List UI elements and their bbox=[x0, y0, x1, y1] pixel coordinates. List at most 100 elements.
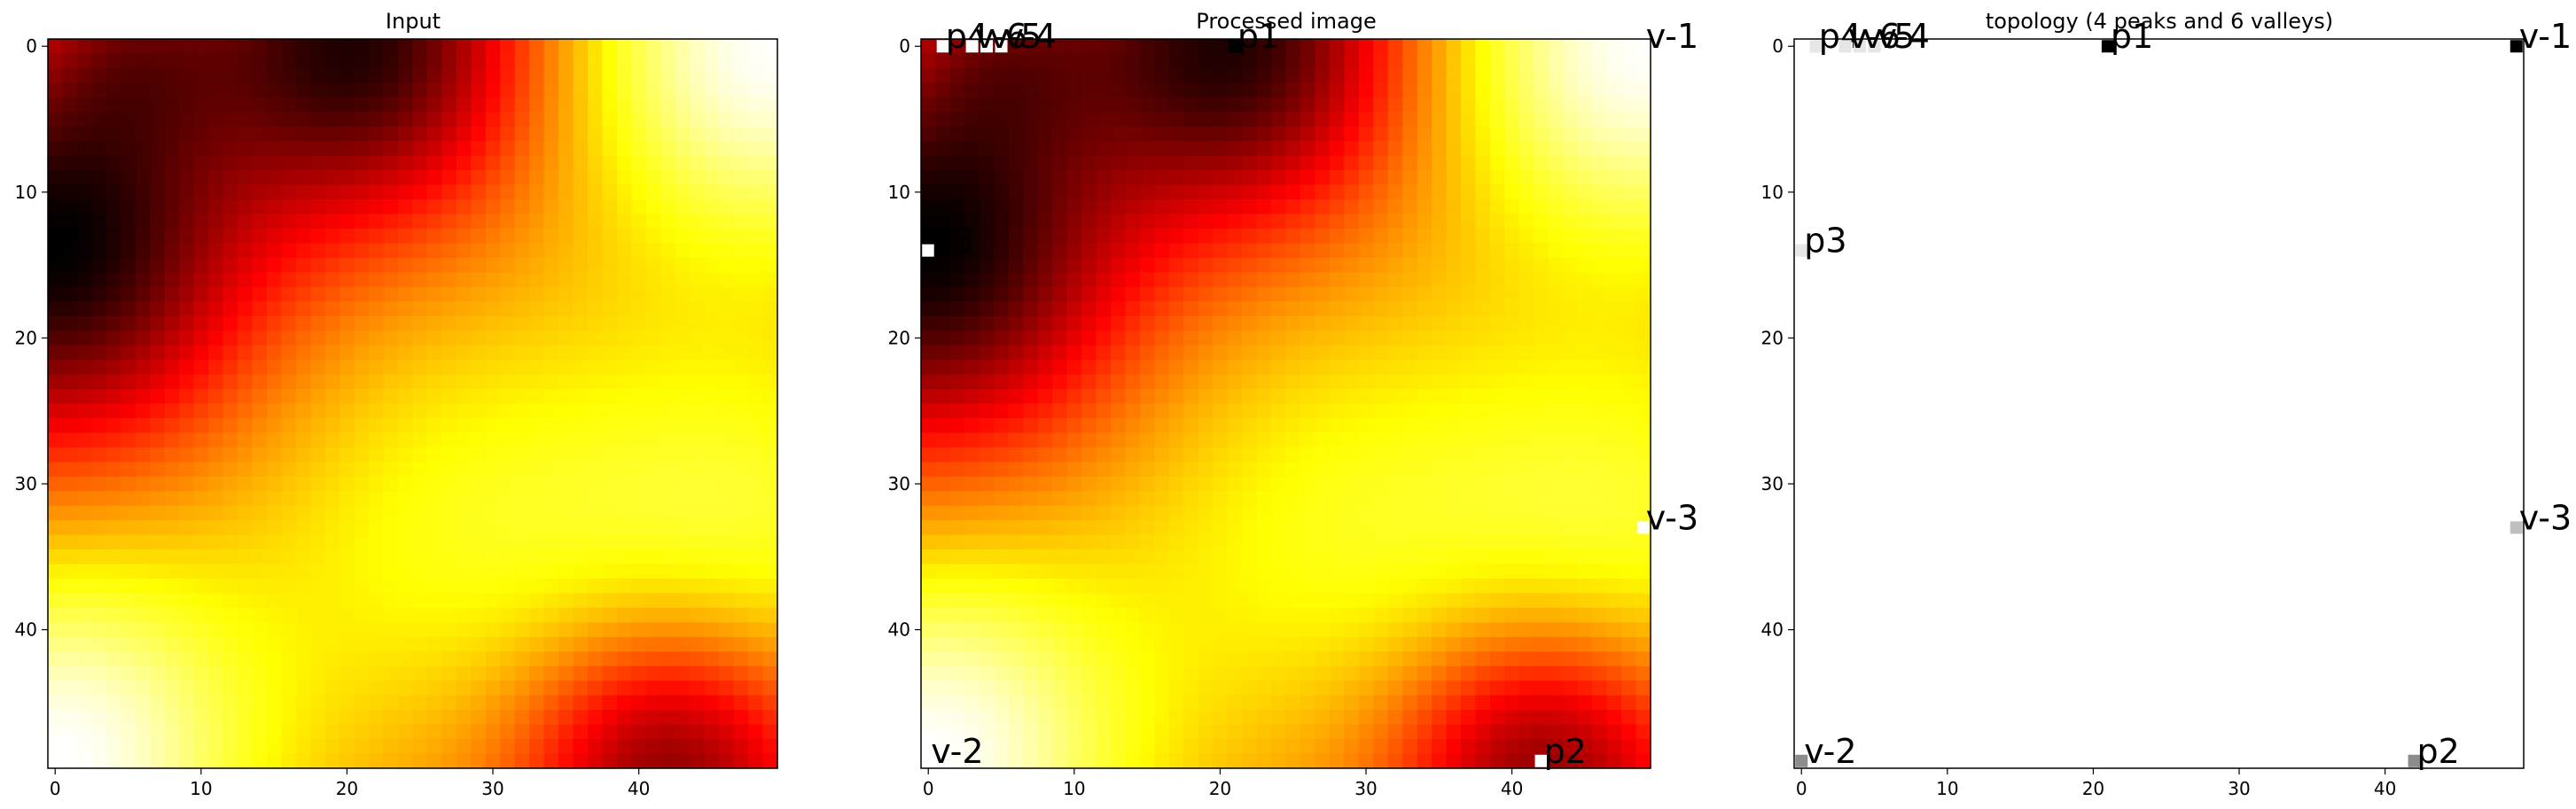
heatmap-cell bbox=[1329, 491, 1345, 507]
heatmap-cell bbox=[222, 315, 238, 331]
heatmap-cell bbox=[1110, 214, 1127, 229]
heatmap-cell bbox=[295, 710, 311, 726]
heatmap-cell bbox=[949, 579, 965, 595]
heatmap-cell bbox=[1227, 315, 1243, 331]
heatmap-cell bbox=[1139, 636, 1155, 652]
heatmap-cell bbox=[935, 286, 951, 302]
heatmap-cell bbox=[1052, 432, 1068, 448]
heatmap-cell bbox=[1023, 710, 1039, 726]
heatmap-cell bbox=[369, 82, 385, 98]
heatmap-cell bbox=[602, 67, 618, 83]
heatmap-cell bbox=[733, 243, 749, 259]
heatmap-cell bbox=[1285, 214, 1301, 229]
heatmap-cell bbox=[1198, 462, 1214, 478]
heatmap-cell bbox=[1387, 112, 1403, 128]
heatmap-cell bbox=[1125, 53, 1141, 69]
heatmap-cell bbox=[324, 97, 340, 113]
heatmap-cell bbox=[1037, 345, 1053, 361]
heatmap-cell bbox=[1213, 389, 1229, 405]
heatmap-cell bbox=[1461, 636, 1477, 652]
heatmap-cell bbox=[1125, 665, 1141, 681]
heatmap-cell bbox=[105, 710, 121, 726]
heatmap-cell bbox=[1446, 214, 1462, 229]
heatmap-cell bbox=[979, 199, 995, 215]
heatmap-cell bbox=[48, 53, 64, 69]
heatmap-cell bbox=[616, 389, 632, 405]
heatmap-cell bbox=[193, 417, 209, 434]
heatmap-cell bbox=[1489, 695, 1505, 711]
heatmap-cell bbox=[164, 695, 180, 711]
heatmap-cell bbox=[1198, 301, 1214, 317]
heatmap-cell bbox=[1168, 360, 1184, 376]
heatmap-cell bbox=[485, 403, 501, 419]
heatmap-cell bbox=[281, 39, 297, 55]
heatmap-cell bbox=[704, 39, 720, 55]
heatmap-cell bbox=[471, 564, 487, 580]
heatmap-cell bbox=[266, 505, 282, 521]
heatmap-cell bbox=[1606, 389, 1622, 405]
heatmap-cell bbox=[1606, 141, 1622, 157]
heatmap-cell bbox=[48, 141, 64, 157]
heatmap-cell bbox=[266, 665, 282, 681]
heatmap-cell bbox=[1344, 593, 1360, 609]
heatmap-cell bbox=[1168, 549, 1184, 565]
heatmap-cell bbox=[1577, 199, 1593, 215]
heatmap-cell bbox=[1110, 403, 1127, 419]
heatmap-cell bbox=[1417, 739, 1432, 755]
heatmap-cell bbox=[369, 549, 385, 565]
heatmap-cell bbox=[964, 184, 980, 200]
heatmap-cell bbox=[48, 243, 64, 259]
heatmap-cell bbox=[1432, 579, 1448, 595]
heatmap-cell bbox=[324, 622, 340, 638]
heatmap-cell bbox=[208, 272, 224, 288]
heatmap-cell bbox=[1198, 199, 1214, 215]
heatmap-cell bbox=[1052, 257, 1068, 273]
heatmap-cell bbox=[295, 534, 311, 550]
heatmap-cell bbox=[1271, 286, 1287, 302]
heatmap-cell bbox=[1213, 695, 1229, 711]
heatmap-cell bbox=[91, 53, 107, 69]
heatmap-cell bbox=[62, 710, 78, 726]
heatmap-cell bbox=[1518, 141, 1534, 157]
heatmap-cell bbox=[62, 53, 78, 69]
heatmap-cell bbox=[179, 331, 195, 346]
heatmap-cell bbox=[150, 112, 166, 128]
heatmap-cell bbox=[441, 651, 457, 667]
heatmap-cell bbox=[91, 432, 107, 448]
heatmap-cell bbox=[1592, 739, 1608, 755]
heatmap-cell bbox=[1227, 331, 1243, 346]
heatmap-cell bbox=[1504, 199, 1520, 215]
heatmap-cell bbox=[48, 214, 64, 229]
heatmap-cell bbox=[1373, 447, 1389, 463]
heatmap-cell bbox=[383, 417, 399, 434]
heatmap-cell bbox=[1417, 636, 1432, 652]
heatmap-cell bbox=[1008, 126, 1024, 142]
heatmap-cell bbox=[150, 374, 166, 390]
heatmap-cell bbox=[704, 155, 720, 171]
heatmap-cell bbox=[412, 636, 428, 652]
heatmap-cell bbox=[1096, 447, 1112, 463]
heatmap-cell bbox=[1461, 301, 1477, 317]
heatmap-cell bbox=[1461, 724, 1477, 740]
heatmap-cell bbox=[1213, 301, 1229, 317]
heatmap-cell bbox=[1606, 593, 1622, 609]
heatmap-cell bbox=[588, 315, 604, 331]
heatmap-cell bbox=[719, 155, 735, 171]
heatmap-cell bbox=[1504, 462, 1520, 478]
heatmap-cell bbox=[179, 695, 195, 711]
heatmap-cell bbox=[1023, 53, 1039, 69]
heatmap-cell bbox=[222, 593, 238, 609]
heatmap-cell bbox=[310, 82, 326, 98]
heatmap-cell bbox=[471, 170, 487, 186]
heatmap-cell bbox=[1592, 286, 1608, 302]
heatmap-cell bbox=[762, 112, 778, 128]
heatmap-cell bbox=[369, 636, 385, 652]
heatmap-cell bbox=[1387, 170, 1403, 186]
heatmap-cell bbox=[1446, 681, 1462, 696]
heatmap-cell bbox=[1387, 432, 1403, 448]
heatmap-cell bbox=[573, 651, 589, 667]
heatmap-cell bbox=[208, 243, 224, 259]
heatmap-cell bbox=[222, 389, 238, 405]
heatmap-cell bbox=[616, 286, 632, 302]
heatmap-cell bbox=[485, 724, 501, 740]
